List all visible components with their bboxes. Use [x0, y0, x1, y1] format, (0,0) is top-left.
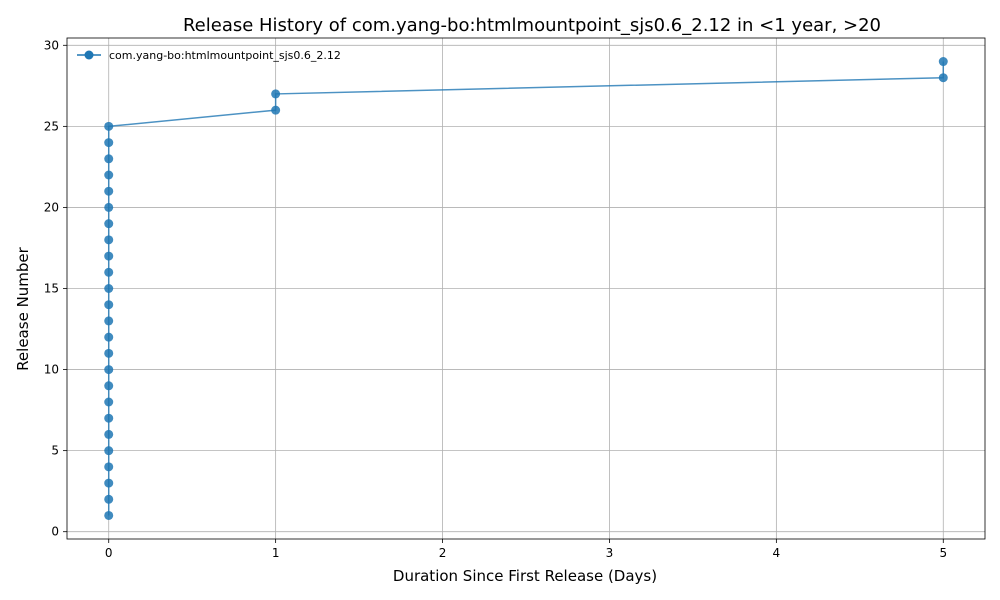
data-point	[104, 365, 114, 375]
data-point	[104, 510, 114, 520]
x-tick-label: 1	[272, 546, 280, 560]
y-tick-label: 30	[44, 38, 59, 52]
data-point	[104, 429, 114, 439]
data-point	[104, 494, 114, 504]
x-tick-label: 0	[105, 546, 113, 560]
x-tick-label: 5	[939, 546, 947, 560]
grid-lines	[67, 38, 985, 539]
y-tick-label: 25	[44, 119, 59, 133]
data-point	[104, 154, 114, 164]
legend: com.yang-bo:htmlmountpoint_sjs0.6_2.12	[77, 49, 341, 62]
data-point	[104, 267, 114, 277]
data-point	[104, 478, 114, 488]
y-tick-label: 20	[44, 200, 59, 214]
data-point	[104, 186, 114, 196]
data-point	[104, 348, 114, 358]
x-tick-label: 4	[773, 546, 781, 560]
x-axis-label: Duration Since First Release (Days)	[393, 567, 657, 585]
data-point	[104, 332, 114, 342]
data-point	[271, 89, 281, 99]
y-axis: 0 5 10 15 20 25 30	[44, 38, 67, 539]
data-point	[104, 170, 114, 180]
data-point	[938, 57, 948, 67]
data-point	[104, 397, 114, 407]
data-point	[104, 316, 114, 326]
data-point	[104, 413, 114, 423]
data-point	[938, 73, 948, 83]
legend-marker	[84, 50, 94, 60]
data-point	[104, 300, 114, 310]
y-axis-label: Release Number	[14, 246, 32, 370]
series-layer	[104, 57, 948, 520]
data-point	[104, 284, 114, 293]
data-point	[104, 219, 114, 229]
data-point	[104, 235, 114, 245]
data-point	[104, 138, 114, 148]
x-tick-label: 3	[606, 546, 614, 560]
data-point	[104, 121, 114, 131]
x-tick-label: 2	[439, 546, 447, 560]
data-point	[104, 446, 114, 456]
x-axis: 0 1 2 3 4 5	[105, 539, 947, 560]
y-tick-label: 0	[51, 525, 59, 539]
data-point	[271, 105, 281, 115]
data-point	[104, 251, 114, 261]
data-point	[104, 462, 114, 472]
data-point	[104, 381, 114, 391]
data-point	[104, 202, 114, 212]
y-tick-label: 5	[51, 444, 59, 458]
y-tick-label: 10	[44, 363, 59, 377]
y-tick-label: 15	[44, 282, 59, 296]
legend-series-label: com.yang-bo:htmlmountpoint_sjs0.6_2.12	[109, 49, 341, 62]
chart-title: Release History of com.yang-bo:htmlmount…	[183, 15, 881, 36]
